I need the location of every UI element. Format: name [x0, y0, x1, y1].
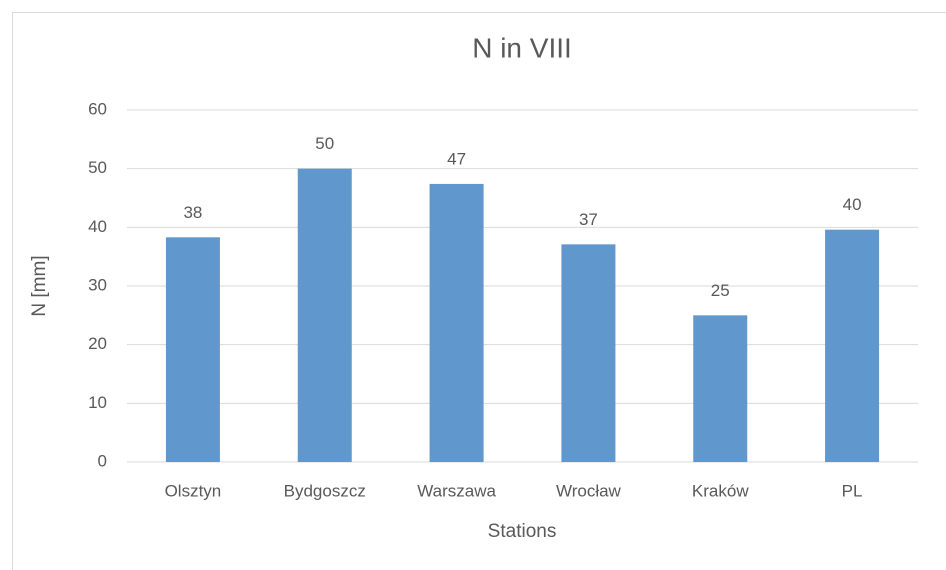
- data-label: 47: [447, 149, 466, 168]
- bar: [429, 183, 484, 463]
- x-axis-title: Stations: [488, 521, 557, 542]
- x-tick-label: Bydgoszcz: [284, 481, 366, 500]
- chart-title: N in VIII: [472, 32, 572, 63]
- data-label: 37: [579, 210, 598, 229]
- x-tick-label: Olsztyn: [165, 481, 222, 500]
- bar: [825, 229, 880, 462]
- bar: [561, 244, 616, 462]
- y-tick-label: 20: [88, 334, 107, 353]
- y-tick-label: 60: [88, 99, 107, 118]
- bar: [165, 237, 220, 462]
- x-tick-label: Warszawa: [417, 481, 496, 500]
- x-tick-label: Kraków: [692, 481, 749, 500]
- y-tick-label: 10: [88, 393, 107, 412]
- y-tick-label: 30: [88, 275, 107, 294]
- bar: [297, 168, 352, 462]
- bar: [693, 315, 748, 462]
- y-tick-label: 40: [88, 217, 107, 236]
- x-tick-label: PL: [842, 481, 863, 500]
- x-tick-label: Wrocław: [556, 481, 622, 500]
- data-label: 50: [315, 134, 334, 153]
- data-label: 38: [183, 203, 202, 222]
- data-label: 25: [711, 281, 730, 300]
- y-axis-title: N [mm]: [29, 255, 50, 316]
- y-tick-label: 0: [98, 451, 107, 470]
- y-tick-label: 50: [88, 158, 107, 177]
- data-label: 40: [843, 195, 862, 214]
